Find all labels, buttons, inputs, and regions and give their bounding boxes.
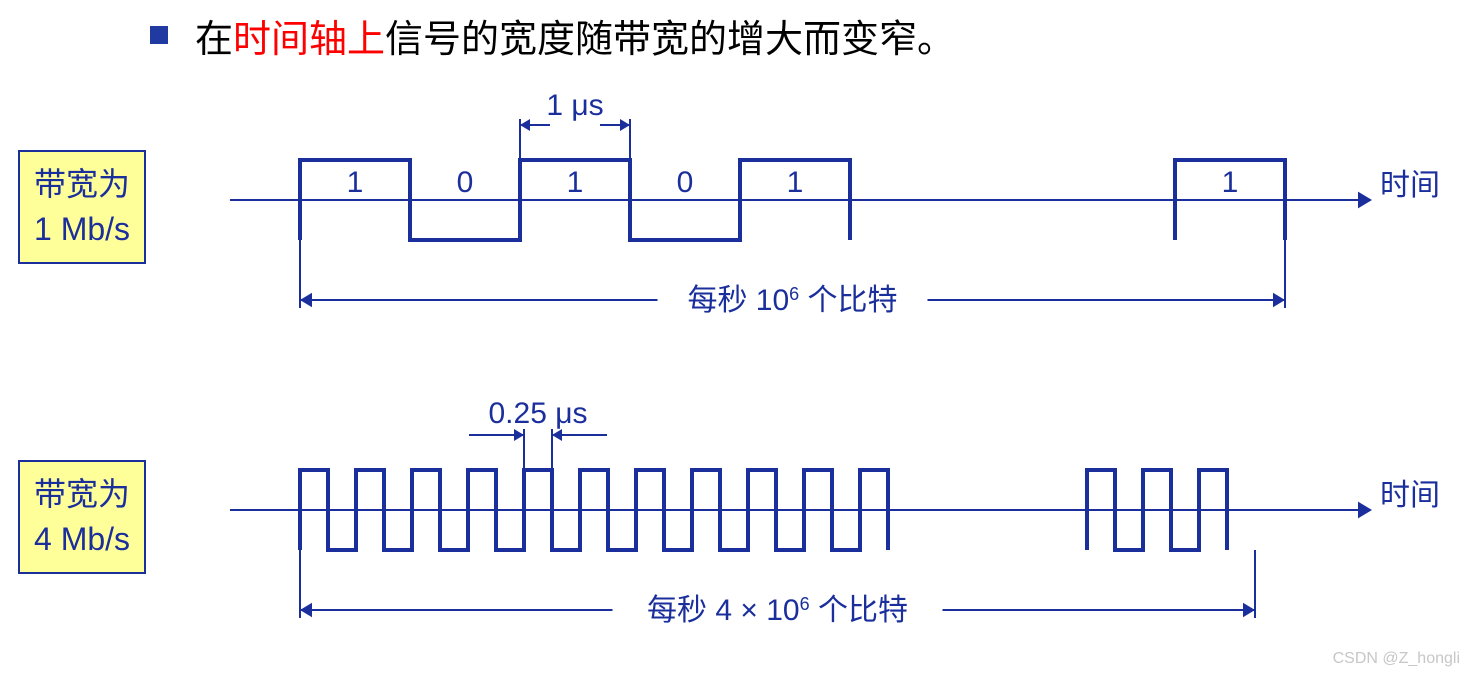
- svg-text:1: 1: [787, 166, 804, 199]
- svg-text:1: 1: [347, 166, 364, 199]
- diagram-2: 时间 0.25 μs 每秒 4 × 106 个比特: [0, 370, 1472, 675]
- svg-text:每秒 106 个比特: 每秒 106 个比特: [687, 284, 897, 317]
- watermark: CSDN @Z_hongli: [1333, 650, 1460, 668]
- svg-text:每秒 4 × 106 个比特: 每秒 4 × 106 个比特: [647, 594, 908, 627]
- svg-text:0: 0: [457, 166, 474, 199]
- slide-container: 在时间轴上信号的宽度随带宽的增大而变窄。 带宽为 1 Mb/s 带宽为 4 Mb…: [0, 0, 1472, 676]
- title-line: 在时间轴上信号的宽度随带宽的增大而变窄。: [195, 8, 955, 63]
- title-suffix: 信号的宽度随带宽的增大而变窄。: [385, 19, 955, 61]
- svg-text:0.25 μs: 0.25 μs: [488, 397, 587, 430]
- svg-text:时间: 时间: [1380, 479, 1440, 512]
- bullet-icon: [150, 26, 168, 44]
- svg-text:1: 1: [567, 166, 584, 199]
- signal-diagram-1mbps: 时间 1 0 1 0 1 1 1 μs 每秒 106 个比特: [0, 60, 1472, 340]
- svg-text:1 μs: 1 μs: [546, 89, 603, 122]
- svg-text:1: 1: [1222, 166, 1239, 199]
- title-highlight: 时间轴上: [233, 19, 385, 61]
- signal-diagram-4mbps: 时间 0.25 μs 每秒 4 × 106 个比特: [0, 370, 1472, 670]
- title-prefix: 在: [195, 19, 233, 61]
- svg-text:0: 0: [677, 166, 694, 199]
- diagram-1: 时间 1 0 1 0 1 1 1 μs 每秒 106 个比特: [0, 60, 1472, 345]
- svg-text:时间: 时间: [1380, 169, 1440, 202]
